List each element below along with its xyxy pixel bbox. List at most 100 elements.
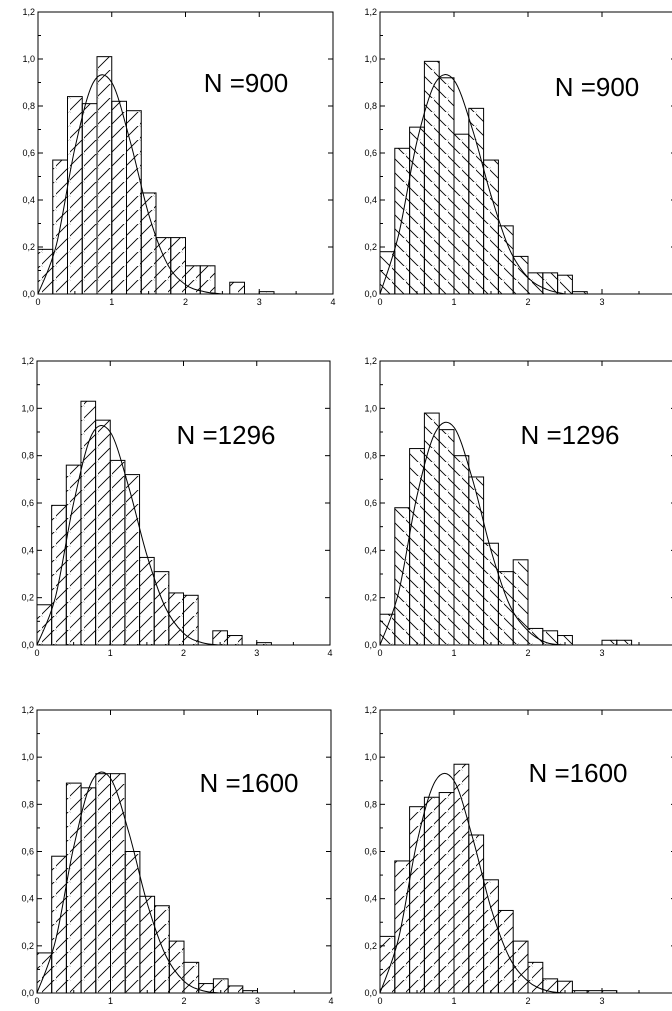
x-tick-label: 0	[34, 648, 39, 658]
y-tick-label: 0,8	[364, 451, 377, 461]
histogram-bar	[51, 504, 67, 646]
histogram-bar	[423, 412, 440, 646]
histogram-bar	[140, 192, 157, 295]
histogram-bar	[512, 559, 529, 646]
x-tick-label: 3	[255, 996, 260, 1006]
x-tick-label: 2	[525, 648, 530, 658]
histogram-bar	[109, 459, 126, 646]
y-tick-label: 0,0	[364, 988, 377, 998]
histogram-panel-4: 0,0 0,2 0,4 0,6 0,8 1,0 1,2 0 1 2 3 N =1296	[364, 356, 672, 658]
x-tick-label: 0	[377, 297, 382, 307]
y-tick-label: 0,6	[22, 148, 35, 158]
histogram-bar	[96, 56, 113, 295]
histogram-bar	[468, 107, 485, 295]
x-tick-label: 1	[109, 297, 114, 307]
y-tick-label: 1,2	[364, 7, 377, 17]
y-tick-label: 0,4	[21, 545, 34, 555]
histogram-bar	[497, 225, 514, 295]
y-tick-label: 0,2	[22, 242, 35, 252]
histogram-bar	[154, 905, 170, 994]
histogram-bar	[168, 940, 185, 994]
x-tick-label: 3	[599, 996, 604, 1006]
y-tick-label: 0,8	[364, 101, 377, 111]
x-tick-label: 2	[181, 996, 186, 1006]
histogram-bar	[409, 448, 425, 646]
sample-size-label: N =1296	[520, 420, 619, 450]
x-tick-label: 0	[377, 648, 382, 658]
histogram-bar	[542, 630, 559, 646]
histogram-bar	[139, 895, 156, 994]
y-tick-label: 0,2	[21, 593, 34, 603]
histogram-bar	[438, 77, 455, 295]
fit-curve	[379, 421, 566, 646]
x-tick-label: 3	[254, 648, 259, 658]
histogram-bar	[468, 834, 485, 994]
sample-size-label: N =1600	[528, 758, 627, 788]
histogram-bar	[229, 281, 245, 295]
y-tick-label: 0,4	[21, 894, 34, 904]
fit-curve	[379, 74, 566, 295]
histogram-panel-3: 0,0 0,2 0,4 0,6 0,8 1,0 1,2 0 1 2 3 4 N =1296	[21, 356, 332, 658]
y-tick-label: 1,0	[364, 54, 377, 64]
histogram-bar	[111, 100, 127, 295]
histogram-panel-1: 0,0 0,2 0,4 0,6 0,8 1,0 1,2 0 1 2 3 4 N =900	[22, 7, 335, 307]
y-tick-label: 0,8	[22, 101, 35, 111]
sample-size-label: N =900	[204, 68, 289, 98]
histogram-bar	[168, 592, 185, 646]
y-tick-label: 1,0	[364, 403, 377, 413]
histogram-bar	[394, 860, 411, 994]
y-tick-label: 0,0	[364, 289, 377, 299]
y-tick-label: 0,8	[21, 451, 34, 461]
histogram-bar	[601, 639, 618, 646]
y-tick-label: 1,0	[21, 403, 34, 413]
fit-curve	[36, 424, 221, 646]
histogram-bar	[170, 237, 186, 295]
y-tick-label: 0,4	[364, 195, 377, 205]
x-tick-label: 2	[183, 297, 188, 307]
histogram-bar	[438, 429, 455, 646]
y-tick-label: 1,2	[21, 356, 34, 366]
histogram-bar	[199, 265, 216, 295]
histogram-bar	[616, 639, 633, 646]
y-tick-label: 0,6	[21, 498, 34, 508]
y-tick-label: 0,2	[364, 941, 377, 951]
x-tick-label: 1	[451, 996, 456, 1006]
histogram-bar	[80, 787, 97, 994]
y-tick-label: 1,2	[364, 705, 377, 715]
x-tick-label: 4	[327, 648, 332, 658]
y-tick-label: 1,2	[22, 7, 35, 17]
y-tick-label: 0,4	[22, 195, 35, 205]
histogram-bar	[37, 248, 54, 295]
y-tick-label: 0,0	[22, 289, 35, 299]
histogram-bar	[227, 985, 244, 994]
y-tick-label: 0,8	[364, 799, 377, 809]
histogram-bar	[95, 419, 111, 646]
y-tick-label: 1,2	[364, 356, 377, 366]
y-tick-label: 0,2	[21, 941, 34, 951]
histogram-panel-6: 0,0 0,2 0,4 0,6 0,8 1,0 1,2 0 1 2 3 N =1600	[364, 705, 672, 1006]
histogram-bar	[81, 103, 98, 295]
x-tick-label: 4	[330, 297, 335, 307]
histogram-bar	[65, 464, 82, 646]
y-tick-label: 1,0	[364, 752, 377, 762]
y-tick-label: 0,4	[364, 545, 377, 555]
histogram-bar	[126, 110, 142, 295]
histogram-bar	[110, 773, 126, 994]
histogram-bar	[226, 635, 243, 646]
histogram-bar	[483, 159, 499, 295]
histogram-bar	[409, 126, 425, 295]
histogram-bar	[453, 455, 470, 646]
sample-size-label: N =900	[555, 72, 640, 102]
histogram-panel-2: 0,0 0,2 0,4 0,6 0,8 1,0 1,2 0 1 2 3 N =900	[364, 7, 672, 307]
histogram-panel-5: 0,0 0,2 0,4 0,6 0,8 1,0 1,2 0 1 2 3 4 N =1600	[21, 705, 333, 1006]
histogram-bar	[497, 909, 514, 994]
sample-size-label: N =1296	[176, 420, 275, 450]
y-tick-label: 1,0	[21, 752, 34, 762]
histogram-bar	[124, 851, 141, 994]
y-tick-label: 0,6	[364, 498, 377, 508]
histogram-bar	[65, 782, 82, 994]
x-tick-label: 0	[377, 996, 382, 1006]
histogram-bar	[423, 60, 440, 295]
y-tick-label: 0,6	[364, 148, 377, 158]
histogram-bar	[394, 147, 411, 295]
